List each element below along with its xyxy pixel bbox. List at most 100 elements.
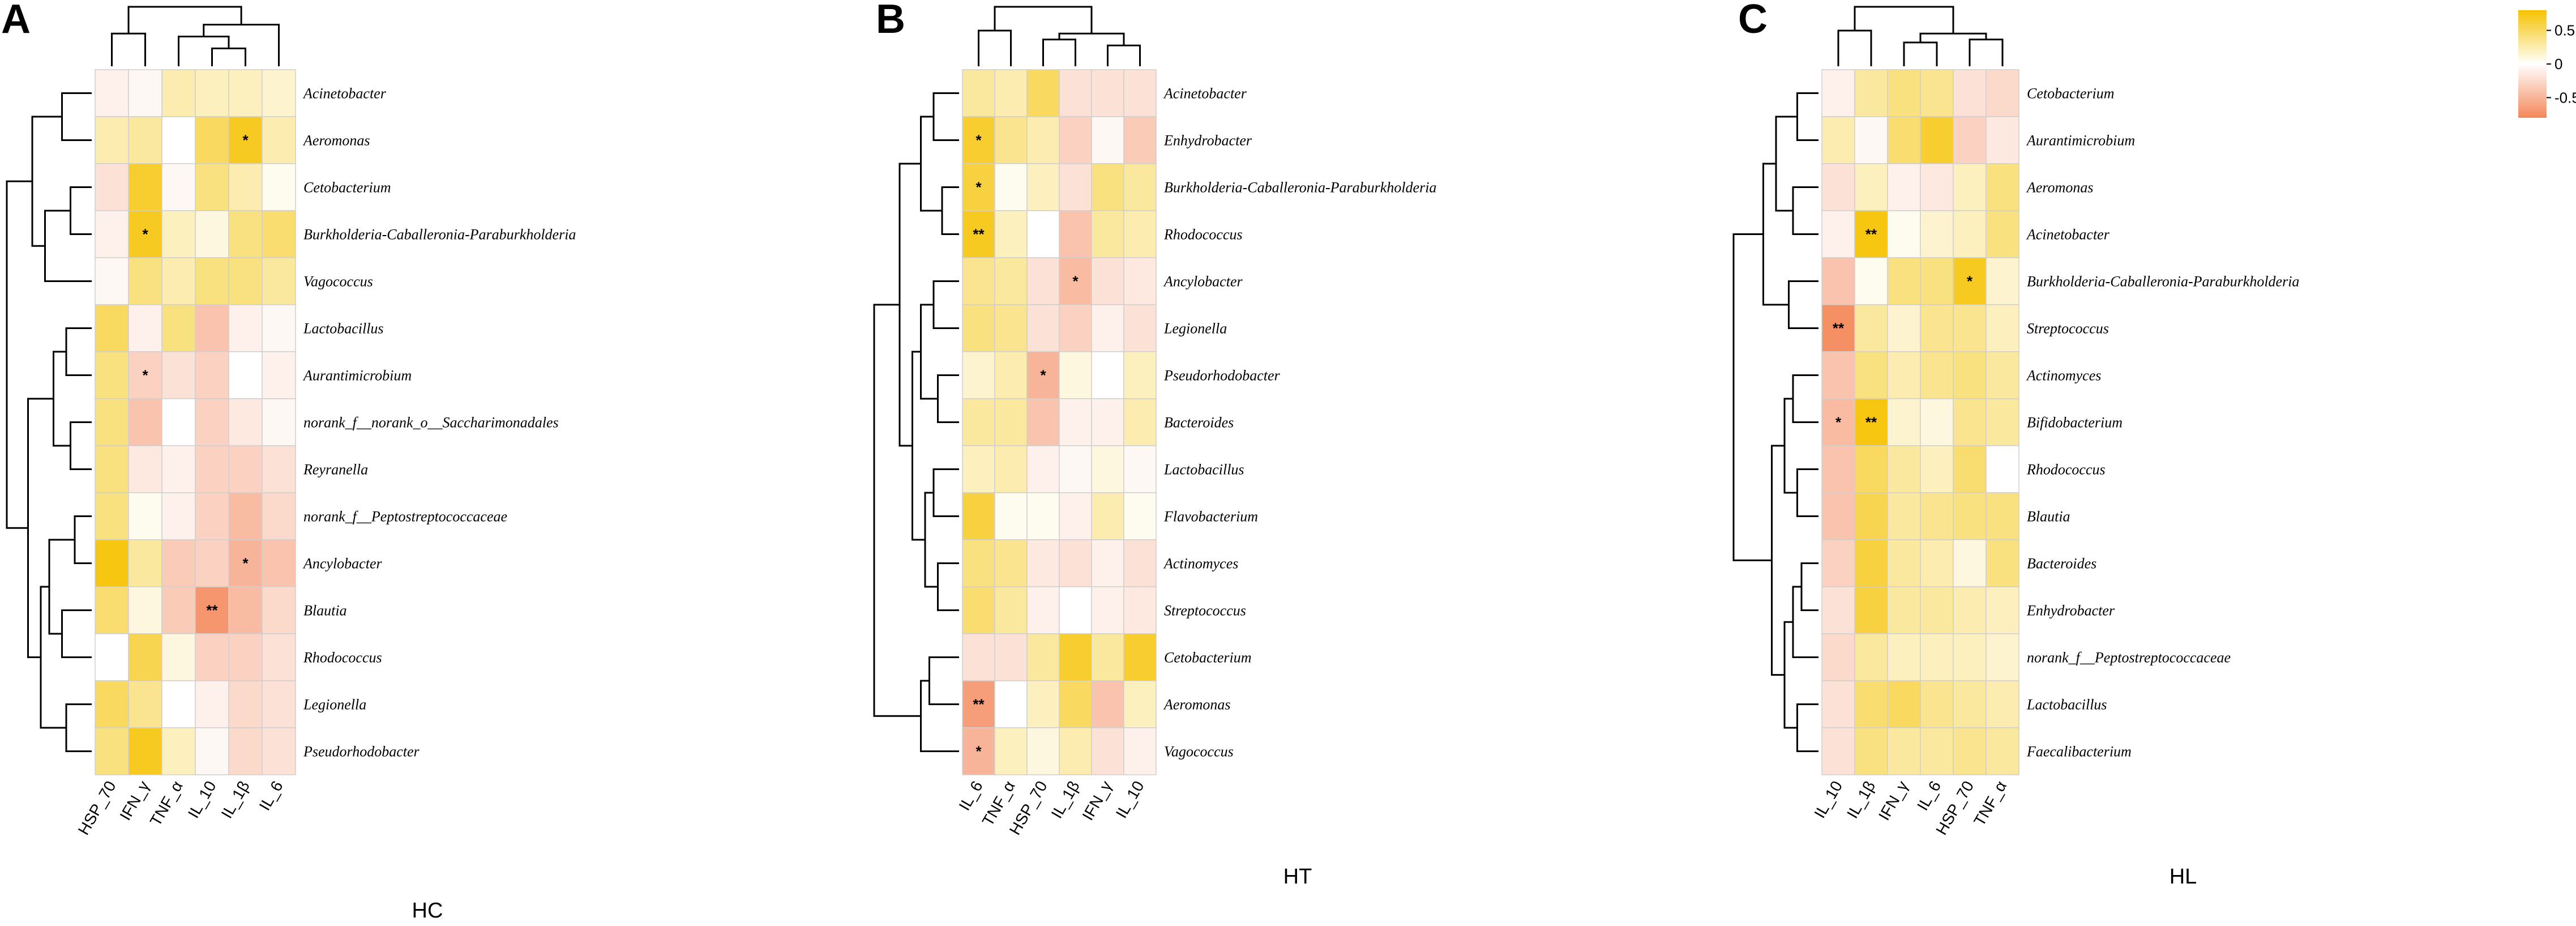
significance-mark: * <box>975 132 982 149</box>
heatmap-cell <box>195 633 229 681</box>
heatmap-cell <box>1854 586 1888 634</box>
heatmap-cell <box>1091 727 1124 775</box>
heatmap-cell <box>962 69 995 117</box>
heatmap-cell <box>161 398 196 446</box>
heatmap-cell <box>1026 398 1060 446</box>
heatmap-cell <box>1854 727 1888 775</box>
heatmap-cell <box>1091 445 1124 493</box>
heatmap-cell <box>1123 398 1157 446</box>
heatmap-cell <box>161 116 196 164</box>
heatmap-cell <box>1887 69 1921 117</box>
heatmap-cell <box>1887 210 1921 258</box>
row-label: norank_f__norank_o__Saccharimonadales <box>303 415 559 431</box>
heatmap-cell <box>962 257 995 305</box>
heatmap-cell <box>1091 304 1124 352</box>
heatmap-cell <box>262 398 296 446</box>
heatmap-cell <box>228 69 263 117</box>
heatmap-cell <box>994 163 1028 211</box>
panel-letter: B <box>876 0 905 42</box>
heatmap-cell <box>1123 633 1157 681</box>
heatmap-cell <box>262 69 296 117</box>
row-label: Lactobacillus <box>1163 462 1244 478</box>
heatmap-cell <box>1026 116 1060 164</box>
heatmap-cell <box>1821 586 1855 634</box>
column-label: IL_6 <box>1914 778 1944 814</box>
row-label: Actinomyces <box>2026 368 2101 384</box>
heatmap-cell <box>1887 398 1921 446</box>
heatmap-cell <box>1123 304 1157 352</box>
row-label: Enhydrobacter <box>2026 603 2115 619</box>
heatmap-cell <box>962 210 995 258</box>
heatmap-cell <box>1821 445 1855 493</box>
heatmap-cell <box>1953 351 1987 399</box>
heatmap-cell <box>195 304 229 352</box>
heatmap-cell <box>1887 445 1921 493</box>
heatmap-cell <box>195 727 229 775</box>
heatmap-cell <box>1854 69 1888 117</box>
heatmap-cell <box>128 116 162 164</box>
heatmap-cell <box>1854 210 1888 258</box>
heatmap-cell <box>962 351 995 399</box>
row-label: Blautia <box>2027 509 2070 525</box>
heatmap-cell <box>1920 257 1954 305</box>
column-dendrogram <box>978 6 1141 66</box>
significance-mark: * <box>1835 414 1842 431</box>
significance-mark: * <box>975 179 982 196</box>
column-label: TNF_α <box>1970 778 2010 829</box>
significance-mark: * <box>1967 273 1973 290</box>
heatmap-cell <box>1026 586 1060 634</box>
heatmap-cell <box>1854 398 1888 446</box>
heatmap-cell <box>1887 633 1921 681</box>
heatmap-cell <box>195 492 229 540</box>
heatmap-cell <box>1953 445 1987 493</box>
heatmap-cell <box>1953 492 1987 540</box>
heatmap-cell <box>128 304 162 352</box>
heatmap-cell <box>1059 492 1092 540</box>
heatmap-cell <box>161 492 196 540</box>
heatmap-cell <box>195 398 229 446</box>
row-dendrogram <box>1732 92 1818 752</box>
heatmap-cell <box>1887 680 1921 728</box>
heatmap-cell <box>1887 539 1921 587</box>
significance-mark: * <box>1072 273 1079 290</box>
heatmap-cell <box>228 304 263 352</box>
heatmap-cell <box>1854 445 1888 493</box>
heatmap-cell <box>1026 727 1060 775</box>
heatmap-cell <box>1887 586 1921 634</box>
heatmap-cell <box>95 398 129 446</box>
heatmap-cell <box>1986 257 2019 305</box>
heatmap-cell <box>195 257 229 305</box>
heatmap-cell <box>195 210 229 258</box>
row-label: Acinetobacter <box>302 86 387 102</box>
row-label: Pseudorhodobacter <box>303 744 420 760</box>
heatmap-cell <box>161 445 196 493</box>
heatmap-cell <box>195 351 229 399</box>
heatmap-cell <box>161 304 196 352</box>
heatmap-cell <box>161 727 196 775</box>
heatmap-cell <box>1123 680 1157 728</box>
row-dendrogram <box>873 92 959 752</box>
row-label: Lactobacillus <box>2026 697 2107 713</box>
heatmap-cell <box>195 539 229 587</box>
heatmap-cell <box>1091 680 1124 728</box>
heatmap-cell <box>1854 351 1888 399</box>
heatmap-cell <box>1123 116 1157 164</box>
heatmap-cell <box>1953 727 1987 775</box>
heatmap-cell <box>161 210 196 258</box>
heatmap-cell <box>1986 727 2019 775</box>
heatmap-panel-b: B*********AcinetobacterEnhydrobacterBurk… <box>873 0 1436 889</box>
heatmap-cell <box>1920 163 1954 211</box>
heatmap-cell <box>95 257 129 305</box>
heatmap-cell <box>994 727 1028 775</box>
heatmap-cell <box>1123 69 1157 117</box>
heatmap-cell <box>1123 257 1157 305</box>
row-label: Legionella <box>1163 321 1227 337</box>
heatmap-cell <box>962 492 995 540</box>
heatmap-cell <box>228 257 263 305</box>
legend-tick-label: -0.5 <box>2554 89 2576 106</box>
heatmap-cell <box>228 586 263 634</box>
heatmap-cell <box>228 492 263 540</box>
heatmap-cell <box>228 633 263 681</box>
heatmap-cell <box>1986 116 2019 164</box>
